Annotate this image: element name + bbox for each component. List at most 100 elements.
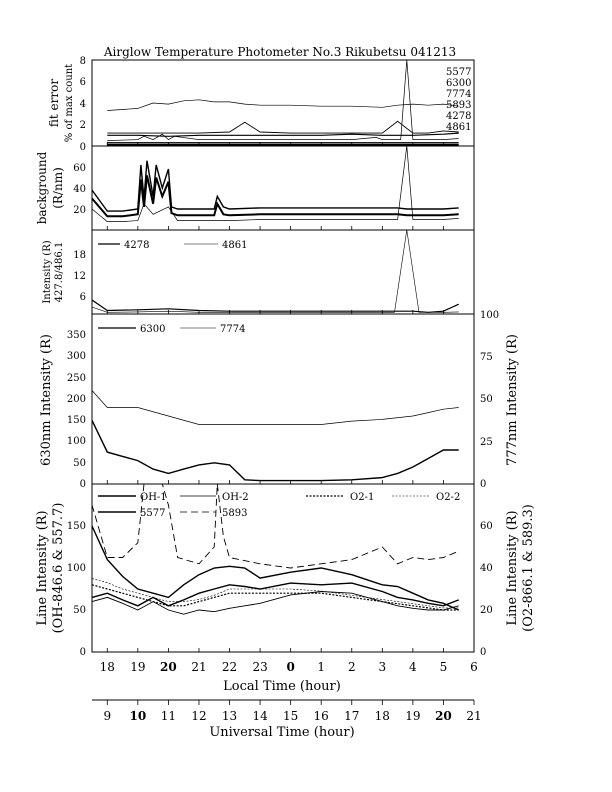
panel-red-ytick: 300 <box>67 351 86 362</box>
panel-blue-ytick: 6 <box>80 292 86 303</box>
panel-oh-ylabel-1: Line Intensity (R) <box>35 510 50 625</box>
local-time-tick-label: 4 <box>409 660 417 674</box>
ut-tick-label: 18 <box>375 709 390 723</box>
legend-5893: 5893 <box>222 508 247 519</box>
local-time-tick-label: 21 <box>191 660 206 674</box>
panel-fit-error-labels: fit error % of max count 0 2 4 6 8 5577 … <box>47 56 471 153</box>
ut-tick-label: 20 <box>435 709 452 723</box>
background-series-2-line <box>91 145 459 222</box>
panel-oh-ytick-right: 40 <box>480 563 493 574</box>
panel-fit-error-ylabel-1: fit error <box>47 79 61 127</box>
fit-error-5577-line <box>107 99 459 111</box>
panel-fit-error-ytick: 4 <box>80 99 86 110</box>
panel-red-ytick-right: 75 <box>480 352 493 363</box>
legend-o22: O2-2 <box>436 492 460 503</box>
panel-oh-ylabel-right-1: Line Intensity (R) <box>505 510 520 625</box>
panel-red-ytick-right: 0 <box>480 479 486 490</box>
panel-oh-ytick-right: 0 <box>480 647 486 658</box>
panel-background-ytick: 20 <box>73 205 86 216</box>
ut-tick-label: 17 <box>344 709 359 723</box>
panel-oh-ytick: 100 <box>67 563 86 574</box>
fit-error-7774-line <box>107 59 459 141</box>
ut-tick-label: 10 <box>129 709 146 723</box>
panel-red-lines-labels: 630nm Intensity (R) 777nm Intensity (R) … <box>39 310 520 490</box>
local-time-tick-label: 3 <box>378 660 386 674</box>
ut-tick-label: 14 <box>252 709 268 723</box>
panel-oh-o2-frame <box>91 483 475 653</box>
local-time-tick-label: 18 <box>100 660 115 674</box>
panel-red-ytick-right: 100 <box>480 310 499 321</box>
ut-tick-label: 11 <box>161 709 176 723</box>
oh-o2-oh-2-line <box>91 591 459 615</box>
panel-red-ytick: 350 <box>67 330 86 341</box>
panel-red-ytick: 100 <box>67 436 86 447</box>
ut-tick-label: 21 <box>466 709 481 723</box>
legend-o21: O2-1 <box>350 492 374 503</box>
legend-7774: 7774 <box>446 89 471 100</box>
blue-lines-4861-line <box>91 229 459 313</box>
panel-background-ytick: 40 <box>73 184 86 195</box>
panel-red-ytick: 0 <box>80 479 86 490</box>
local-time-tick-label: 5 <box>440 660 448 674</box>
legend-4861: 4861 <box>446 122 471 133</box>
legend-6300: 6300 <box>140 324 165 335</box>
local-time-tick-label: 6 <box>470 660 478 674</box>
ut-tick-label: 12 <box>191 709 206 723</box>
local-time-tick-label: 23 <box>252 660 267 674</box>
local-time-tick-label: 1 <box>317 660 325 674</box>
panel-oh-ytick-right: 60 <box>480 521 493 532</box>
legend-5577: 5577 <box>446 67 471 78</box>
panel-oh-ytick: 0 <box>80 647 86 658</box>
panel-background-ylabel-1: background <box>35 151 49 224</box>
panel-fit-error-ytick: 8 <box>80 56 86 67</box>
legend-4861: 4861 <box>222 240 247 251</box>
local-time-tick-label: 20 <box>160 660 177 674</box>
panel-background-ytick: 60 <box>73 163 86 174</box>
panel-fit-error-ytick: 2 <box>80 120 86 131</box>
red-lines-7774-line <box>91 390 459 425</box>
oh-o2-5893-line <box>91 483 459 569</box>
panel-red-lines-frame <box>91 313 475 485</box>
data-series <box>91 59 459 615</box>
panel-fit-error-ytick: 6 <box>80 77 86 88</box>
local-time-tick-label: 22 <box>222 660 237 674</box>
panel-oh-ytick: 50 <box>73 605 86 616</box>
oh-o2-5577-line <box>91 525 459 611</box>
panel-fit-error-ytick: 0 <box>80 142 86 153</box>
panel-oh-o2-labels: Line Intensity (R) (OH-846.6 & 557.7) Li… <box>35 492 536 658</box>
panel-oh-ytick-right: 20 <box>480 605 493 616</box>
legend-6300: 6300 <box>446 78 471 89</box>
oh-o2-oh-1-line <box>91 582 459 607</box>
panel-blue-lines-labels: Intensity (R) 427.8/486.1 6 12 18 4278 4… <box>42 240 247 304</box>
ut-tick-label: 15 <box>283 709 298 723</box>
panel-red-ytick: 150 <box>67 415 86 426</box>
local-time-tick-label: 0 <box>286 660 294 674</box>
local-time-axis: Local Time (hour) <box>223 679 341 694</box>
figure-title: Airglow Temperature Photometer No.3 Riku… <box>103 45 456 59</box>
background-series-0-line <box>91 160 459 212</box>
local-time-tick-label: 19 <box>130 660 145 674</box>
panel-red-ytick: 250 <box>67 373 86 384</box>
panel-blue-ylabel-2: 427.8/486.1 <box>54 242 65 303</box>
legend-oh2: OH-2 <box>222 492 249 503</box>
panel-oh-ylabel-2: (OH-846.6 & 557.7) <box>51 503 66 634</box>
panel-background-ylabel-2: (R/nm) <box>51 167 65 209</box>
oh-o2-o2-2-line <box>91 578 459 609</box>
panel-blue-ylabel-1: Intensity (R) <box>42 240 53 303</box>
legend-oh1: OH-1 <box>140 492 167 503</box>
ut-tick-label: 9 <box>103 709 111 723</box>
blue-lines-4278-line <box>91 299 459 313</box>
panel-red-ylabel-right: 777nm Intensity (R) <box>505 334 520 466</box>
panel-blue-ytick: 18 <box>73 250 86 261</box>
panel-blue-ytick: 12 <box>73 271 86 282</box>
ut-tick-label: 19 <box>405 709 420 723</box>
local-time-axis-label: Local Time (hour) <box>223 679 341 694</box>
ut-tick-label: 13 <box>222 709 237 723</box>
panel-fit-error-ylabel-2: % of max count <box>64 64 75 142</box>
ut-tick-label: 16 <box>314 709 329 723</box>
legend-5893: 5893 <box>446 100 471 111</box>
background-series-1-line <box>91 175 459 218</box>
universal-time-axis-label: Universal Time (hour) <box>209 725 354 740</box>
panel-red-ytick: 50 <box>73 458 86 469</box>
